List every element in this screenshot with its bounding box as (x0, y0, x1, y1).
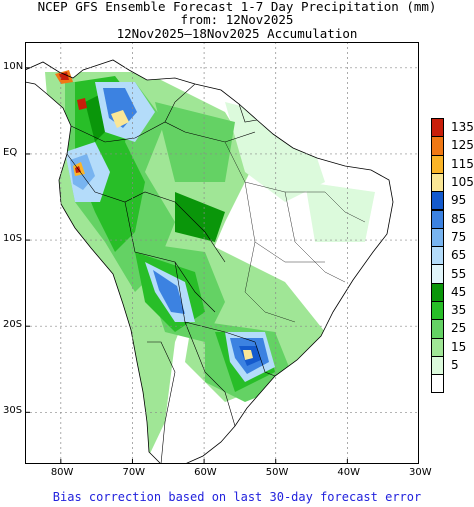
lat-tick-label: 10N (3, 60, 24, 72)
lon-tick-label: 40W (337, 467, 360, 478)
accumulation-period: 12Nov2025—18Nov2025 Accumulation (116, 26, 358, 41)
legend-label: 25 (451, 321, 467, 336)
map-frame (25, 42, 419, 464)
coastline (25, 59, 394, 464)
legend-swatch (431, 319, 444, 339)
legend-swatch (431, 136, 444, 156)
legend-swatch (431, 191, 444, 211)
legend-label: 115 (451, 156, 474, 171)
forecast-start-date: from: 12Nov2025 (180, 12, 294, 27)
gridlines (25, 42, 419, 464)
legend-swatch (431, 154, 444, 174)
legend-label: 95 (451, 193, 467, 208)
lon-tick-label: 30W (409, 467, 432, 478)
legend-label: 105 (451, 175, 474, 190)
map-title: NCEP GFS Ensemble Forecast 1-7 Day Preci… (37, 0, 437, 14)
legend-swatch (431, 337, 444, 357)
lon-tick-label: 80W (50, 467, 74, 478)
legend-label: 45 (451, 284, 467, 299)
caribbean-hotspot-core (59, 72, 69, 80)
legend-swatch (431, 282, 444, 302)
legend-swatch (431, 118, 444, 138)
legend-swatch (431, 172, 444, 193)
legend-label: 55 (451, 266, 467, 281)
colombia-hotspot (77, 98, 87, 110)
legend-swatch (431, 209, 444, 229)
lat-tick-label: 10S (3, 233, 23, 245)
legend-swatch (431, 264, 444, 284)
lat-tick-label: EQ (3, 146, 18, 158)
legend-swatch (431, 227, 444, 248)
legend-swatch (431, 301, 444, 321)
lat-tick-label: 20S (3, 319, 23, 331)
lon-tick-label: 70W (122, 467, 146, 478)
legend-label: 85 (451, 211, 467, 226)
legend-label: 125 (451, 138, 474, 153)
legend-label: 15 (451, 339, 467, 354)
legend-swatch (431, 374, 444, 394)
legend-label: 65 (451, 248, 467, 263)
bias-correction-note: Bias correction based on last 30-day for… (52, 490, 422, 504)
legend-swatch (431, 246, 444, 266)
lon-tick-label: 60W (194, 467, 217, 478)
state-borders (224, 141, 366, 323)
lon-tick-label: 50W (265, 467, 289, 478)
legend-label: 5 (451, 358, 459, 373)
lat-tick-label: 30S (3, 405, 23, 417)
legend-label: 135 (451, 120, 474, 135)
legend-swatch (431, 355, 444, 376)
axis-ticks (25, 67, 419, 464)
legend-label: 35 (451, 303, 467, 318)
country-borders (66, 83, 276, 464)
precipitation-map (25, 42, 419, 464)
legend-label: 75 (451, 229, 467, 244)
